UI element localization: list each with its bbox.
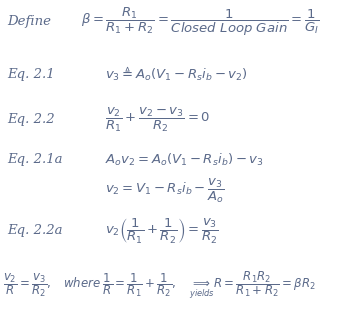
Text: Eq. 2.2: Eq. 2.2 [7, 113, 54, 126]
Text: Eq. 2.1a: Eq. 2.1a [7, 153, 62, 166]
Text: $v_2 = V_1 - R_s i_b - \dfrac{v_3}{A_o}$: $v_2 = V_1 - R_s i_b - \dfrac{v_3}{A_o}$ [105, 176, 225, 205]
Text: $A_o v_2 = A_o(V_1 - R_s i_b) - v_3$: $A_o v_2 = A_o(V_1 - R_s i_b) - v_3$ [105, 152, 264, 168]
Text: $v_3 \triangleq A_o(V_1 - R_s i_b - v_2)$: $v_3 \triangleq A_o(V_1 - R_s i_b - v_2)… [105, 65, 248, 83]
Text: $\beta = \dfrac{R_1}{R_1+R_2} = \dfrac{1}{\mathit{Closed\ Loop\ Gain}} = \dfrac{: $\beta = \dfrac{R_1}{R_1+R_2} = \dfrac{1… [81, 6, 320, 38]
Text: $v_2 \left(\dfrac{1}{R_1} + \dfrac{1}{R_2}\right) = \dfrac{v_3}{R_2}$: $v_2 \left(\dfrac{1}{R_1} + \dfrac{1}{R_… [105, 216, 219, 246]
Text: Eq. 2.2a: Eq. 2.2a [7, 224, 62, 237]
Text: $\dfrac{v_2}{R_1} + \dfrac{v_2-v_3}{R_2} = 0$: $\dfrac{v_2}{R_1} + \dfrac{v_2-v_3}{R_2}… [105, 105, 210, 134]
Text: Define: Define [7, 15, 51, 28]
Text: Eq. 2.1: Eq. 2.1 [7, 68, 54, 81]
Text: $\dfrac{v_2}{R} = \dfrac{v_3}{R_2},\;$  $\mathit{where}\; \dfrac{1}{R} = \dfrac{: $\dfrac{v_2}{R} = \dfrac{v_3}{R_2},\;$ $… [3, 269, 316, 301]
